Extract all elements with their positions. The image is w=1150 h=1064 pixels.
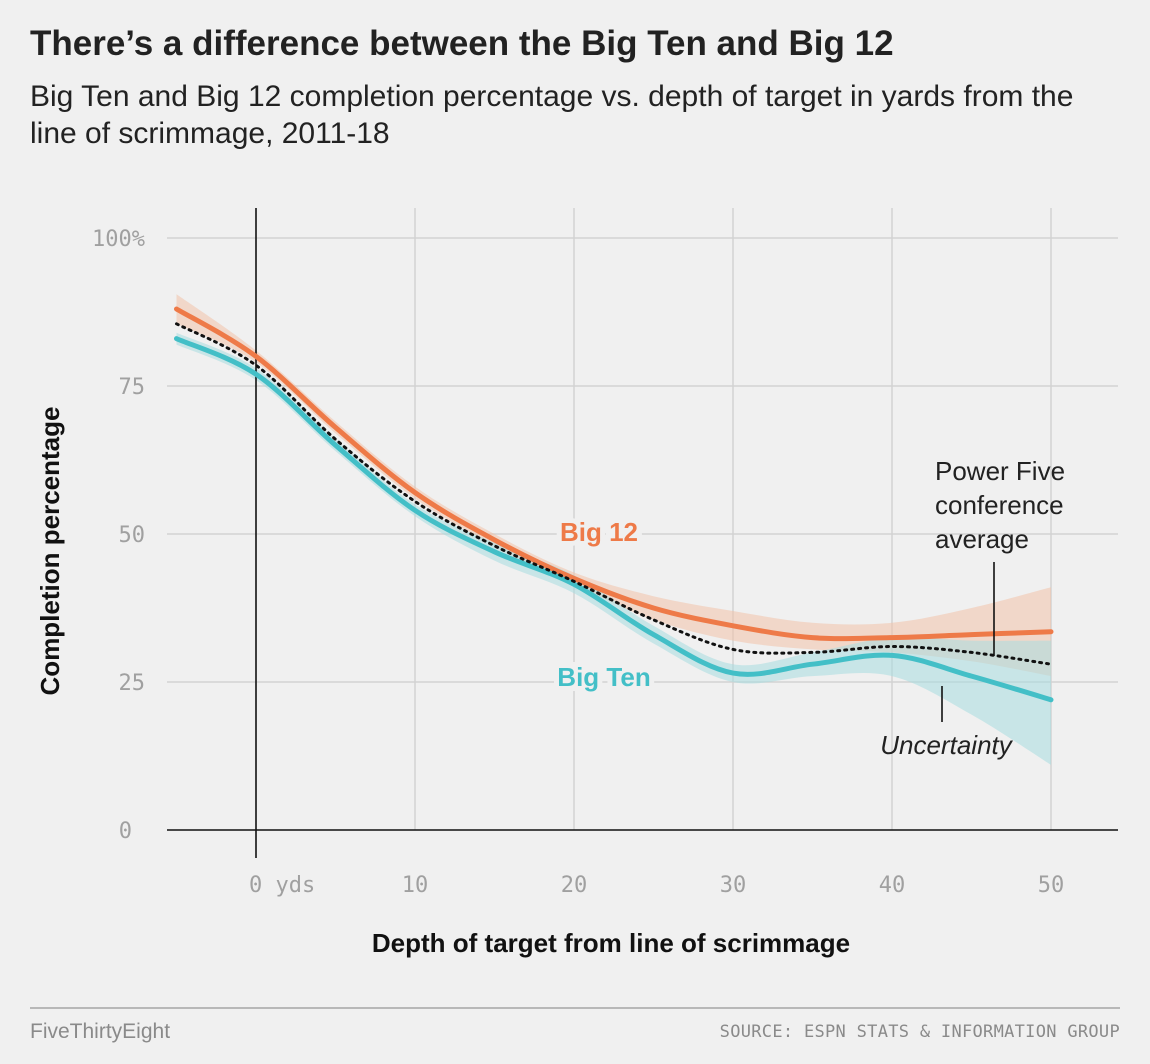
- x-tick-label: 40: [879, 873, 906, 898]
- annotation-average-line-1: Power Five: [935, 456, 1065, 486]
- chart-title: There’s a difference between the Big Ten…: [30, 24, 894, 63]
- y-tick-label: 75: [119, 375, 146, 400]
- x-tick-label: 50: [1038, 873, 1065, 898]
- series-label-bigten: Big Ten: [557, 662, 650, 692]
- y-tick-label: 0: [119, 819, 132, 844]
- uncertainty-band-big12: [176, 294, 1051, 677]
- x-tick-label: 10: [402, 873, 429, 898]
- series-line-big12: [174, 306, 1054, 642]
- footer-divider: [30, 1007, 1120, 1009]
- brand-logo-text: FiveThirtyEight: [30, 1020, 171, 1043]
- annotation-uncertainty: Uncertainty: [880, 730, 1013, 760]
- x-tick-label: 20: [561, 873, 588, 898]
- chart-subtitle: Big Ten and Big 12 completion percentage…: [30, 80, 1074, 150]
- source-note: SOURCE: ESPN STATS & INFORMATION GROUP: [719, 1022, 1120, 1042]
- series-line-average: [175, 322, 1053, 666]
- y-tick-label: 100%: [92, 227, 145, 252]
- x-axis-title: Depth of target from line of scrimmage: [372, 928, 850, 958]
- annotation-average-line-2: conference: [935, 490, 1064, 520]
- line-chart: Big 12 Big Ten Power Five conference averag…: [35, 208, 1118, 958]
- uncertainty-band-bigten: [176, 332, 1051, 765]
- series-line-bigten: [174, 336, 1054, 703]
- series-label-big12: Big 12: [560, 517, 638, 547]
- x-tick-label: 0 yds: [249, 873, 315, 898]
- y-tick-label: 25: [119, 671, 146, 696]
- y-tick-label: 50: [119, 523, 146, 548]
- y-axis-title: Completion percentage: [35, 407, 65, 696]
- x-tick-label: 30: [720, 873, 747, 898]
- annotation-average-line-3: average: [935, 524, 1029, 554]
